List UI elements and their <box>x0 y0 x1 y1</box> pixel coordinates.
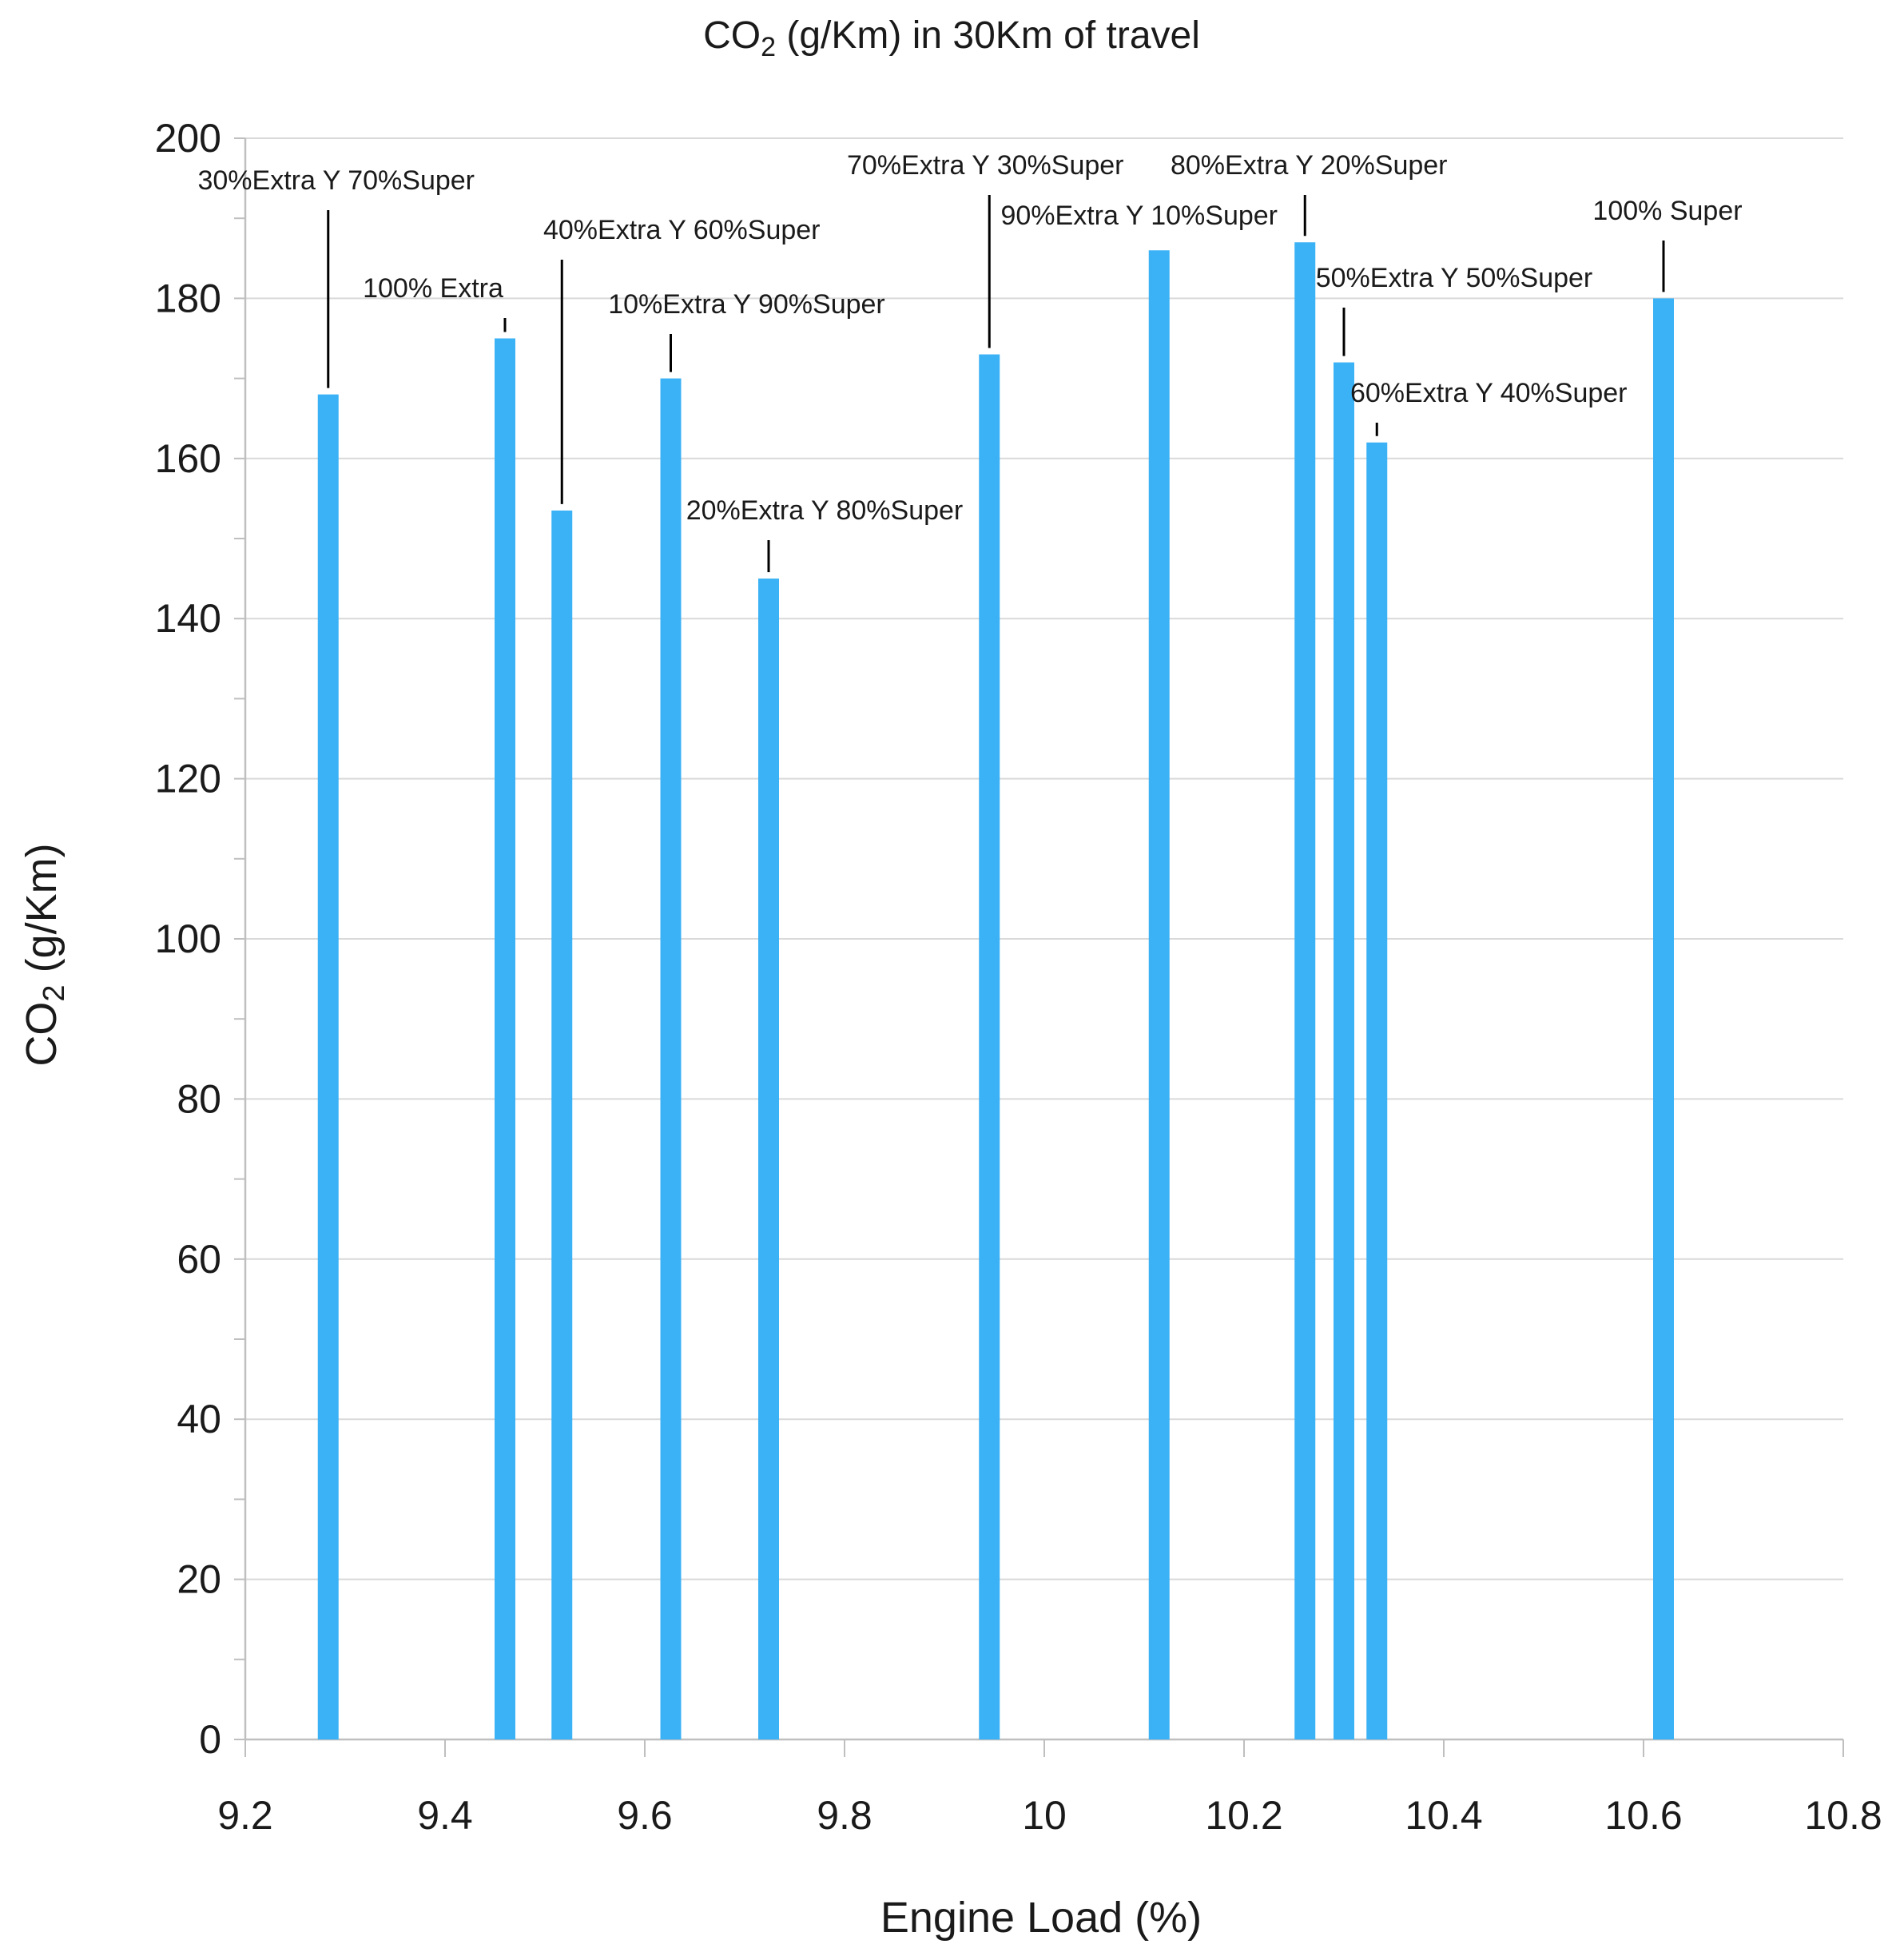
bar <box>1366 442 1388 1739</box>
bar-label: 100% Super <box>1592 196 1742 226</box>
y-axis-title-subscript: 2 <box>38 984 71 1001</box>
y-axis-title-prefix: CO <box>18 1002 66 1067</box>
bars <box>317 242 1674 1740</box>
y-tick-label: 140 <box>155 596 221 641</box>
x-tick-label: 9.8 <box>817 1793 873 1838</box>
bar <box>1294 242 1316 1739</box>
bar <box>495 338 515 1739</box>
y-tick-label: 60 <box>177 1237 221 1282</box>
bar-label: 60%Extra Y 40%Super <box>1350 378 1628 408</box>
bar-label: 20%Extra Y 80%Super <box>686 495 964 526</box>
bar-label: 70%Extra Y 30%Super <box>847 150 1124 181</box>
y-tick-label: 100 <box>155 916 221 961</box>
bar-label: 10%Extra Y 90%Super <box>608 289 885 320</box>
chart-title: CO2 (g/Km) in 30Km of travel <box>703 14 1200 62</box>
bar <box>758 578 779 1739</box>
bar-label: 50%Extra Y 50%Super <box>1316 263 1593 293</box>
x-tick-label: 9.2 <box>217 1793 273 1838</box>
axes: 0 20 40 60 80 100 120 140 160 180 200 9.2 9.4 9.6 9.8 1… <box>155 116 1882 1838</box>
y-axis-title-suffix: (g/Km) <box>18 843 66 984</box>
x-tick-label: 10.4 <box>1405 1793 1482 1838</box>
gridlines <box>245 137 1843 1580</box>
bar <box>317 394 339 1739</box>
x-tick-label: 9.6 <box>617 1793 673 1838</box>
y-tick-label: 160 <box>155 436 221 481</box>
x-tick-label: 10 <box>1022 1793 1067 1838</box>
x-tick-label: 10.6 <box>1604 1793 1682 1838</box>
y-tick-label: 0 <box>199 1717 221 1762</box>
bar <box>1334 362 1354 1739</box>
x-tick-label: 9.4 <box>417 1793 473 1838</box>
bar <box>660 378 682 1740</box>
chart-title-subscript: 2 <box>761 32 776 62</box>
bar <box>979 354 1000 1739</box>
bar-label: 90%Extra Y 10%Super <box>1000 201 1278 231</box>
bar <box>1148 250 1170 1739</box>
bar-labels: 30%Extra Y 70%Super 100% Extra 40%Extra Y … <box>197 150 1743 573</box>
bar-label: 40%Extra Y 60%Super <box>543 215 821 245</box>
bar <box>551 510 573 1740</box>
y-tick-label: 180 <box>155 276 221 320</box>
bar-label: 100% Extra <box>363 273 503 304</box>
chart-title-suffix: (g/Km) in 30Km of travel <box>776 14 1200 57</box>
chart-title-prefix: CO <box>703 14 761 57</box>
bar <box>1653 298 1674 1739</box>
y-tick-label: 120 <box>155 757 221 801</box>
bar-label: 80%Extra Y 20%Super <box>1171 150 1448 181</box>
y-tick-label: 20 <box>177 1557 221 1602</box>
x-axis-title: Engine Load (%) <box>880 1894 1202 1942</box>
y-tick-label: 200 <box>155 116 221 161</box>
y-tick-label: 40 <box>177 1397 221 1441</box>
bar-label: 30%Extra Y 70%Super <box>197 165 475 196</box>
x-tick-label: 10.8 <box>1804 1793 1882 1838</box>
y-tick-label: 80 <box>177 1076 221 1121</box>
x-tick-label: 10.2 <box>1205 1793 1282 1838</box>
y-axis-title: CO2 (g/Km) <box>18 843 71 1066</box>
